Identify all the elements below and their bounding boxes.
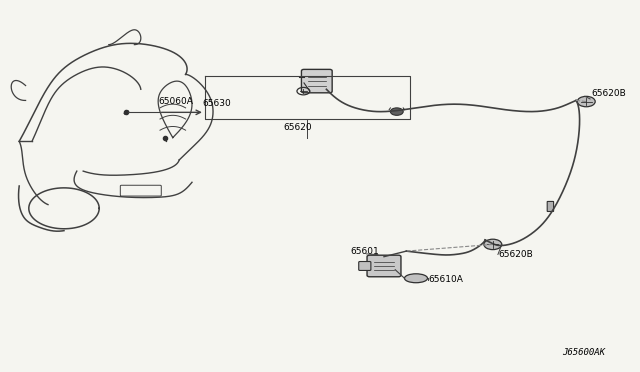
Circle shape bbox=[577, 96, 595, 107]
Text: 65620B: 65620B bbox=[498, 250, 532, 259]
Circle shape bbox=[484, 239, 502, 250]
Text: J65600AK: J65600AK bbox=[562, 348, 605, 357]
Text: 65620: 65620 bbox=[284, 123, 312, 132]
Text: 65060A: 65060A bbox=[159, 97, 193, 106]
Text: 65601: 65601 bbox=[351, 247, 380, 256]
Text: 65630: 65630 bbox=[202, 99, 231, 108]
FancyBboxPatch shape bbox=[359, 262, 371, 270]
Text: 65620B: 65620B bbox=[591, 89, 626, 98]
Text: 65610A: 65610A bbox=[429, 275, 463, 283]
FancyBboxPatch shape bbox=[547, 202, 554, 211]
Ellipse shape bbox=[404, 274, 428, 283]
FancyBboxPatch shape bbox=[301, 69, 332, 93]
FancyBboxPatch shape bbox=[367, 255, 401, 277]
Circle shape bbox=[390, 108, 403, 115]
